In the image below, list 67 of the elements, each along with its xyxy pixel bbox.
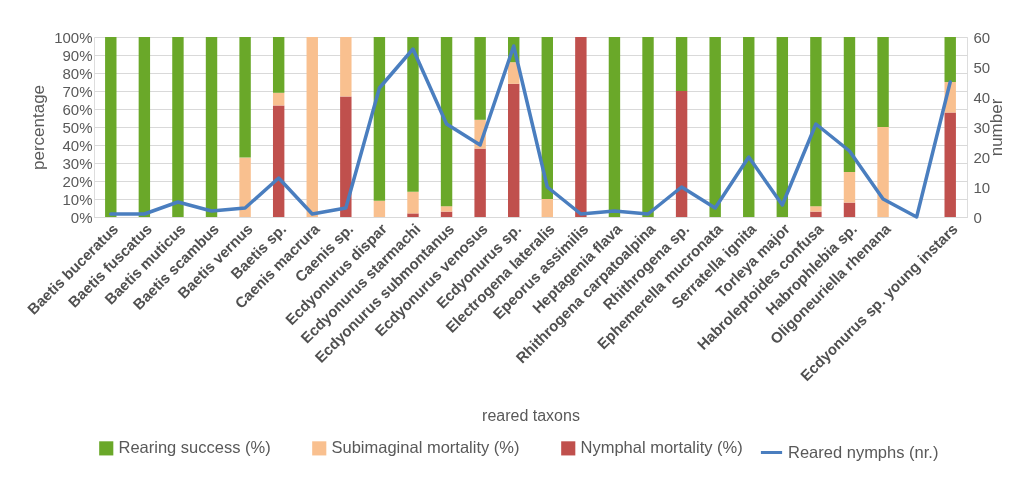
y2-tick-label: 0 — [973, 208, 982, 226]
bar — [743, 37, 755, 217]
y-tick-label: 90% — [62, 46, 93, 64]
legend-label: Nymphal mortality (%) — [580, 438, 743, 457]
bar — [239, 157, 251, 217]
bar — [172, 37, 184, 217]
legend-label: Rearing success (%) — [118, 438, 271, 457]
y2-tick-label: 20 — [973, 148, 991, 166]
bar — [306, 37, 318, 217]
bar — [843, 202, 856, 217]
y-tick-label: 0% — [70, 208, 93, 226]
bar — [776, 37, 789, 217]
bar — [272, 37, 285, 93]
bar — [105, 37, 117, 217]
y2-tick-label: 10 — [973, 178, 991, 196]
bar — [508, 83, 520, 217]
bar — [138, 37, 151, 217]
y-tick-label: 60% — [62, 100, 93, 118]
bar — [810, 37, 822, 207]
bar — [373, 37, 386, 201]
y2-tick-label: 30 — [973, 118, 991, 136]
y2-tick-label: 50 — [973, 58, 991, 76]
y-tick-label: 40% — [62, 136, 93, 154]
bar — [407, 191, 419, 214]
bar — [474, 148, 486, 217]
bar — [407, 213, 419, 217]
bar — [541, 199, 553, 217]
bar — [474, 37, 486, 120]
bar — [373, 200, 386, 217]
bar — [440, 37, 453, 207]
y-tick-label: 70% — [62, 82, 93, 100]
y2-tick-label: 40 — [973, 88, 991, 106]
bar — [877, 37, 889, 127]
legend-label: Reared nymphs (nr.) — [788, 442, 939, 461]
bar — [608, 37, 621, 217]
bar — [340, 37, 352, 97]
y2-tick-label: 60 — [973, 28, 991, 46]
bar — [541, 37, 553, 199]
y-axis-title: percentage — [29, 84, 49, 171]
bar — [944, 37, 956, 82]
y-tick-label: 50% — [62, 118, 93, 136]
bar — [944, 112, 956, 217]
bar — [843, 37, 856, 172]
bar — [239, 37, 251, 158]
bar — [675, 91, 688, 217]
bar — [810, 211, 822, 217]
bar — [407, 37, 419, 192]
line-series — [109, 44, 952, 219]
x-axis-title: reared taxons — [482, 407, 580, 425]
bar — [272, 105, 285, 217]
bar — [810, 206, 822, 212]
bar — [675, 37, 688, 91]
y-tick-label: 20% — [62, 172, 93, 190]
y-tick-label: 100% — [54, 28, 93, 46]
bar — [642, 37, 654, 217]
bar — [575, 37, 587, 217]
bar — [205, 37, 218, 217]
legend-label: Subimaginal mortality (%) — [331, 438, 520, 457]
bar — [340, 96, 352, 217]
bar — [440, 206, 453, 212]
bar — [272, 92, 285, 106]
bar — [843, 172, 856, 203]
bar — [709, 37, 721, 217]
y-tick-label: 80% — [62, 64, 93, 82]
bar — [877, 127, 889, 217]
y-tick-label: 10% — [62, 190, 93, 208]
y-tick-label: 30% — [62, 154, 93, 172]
